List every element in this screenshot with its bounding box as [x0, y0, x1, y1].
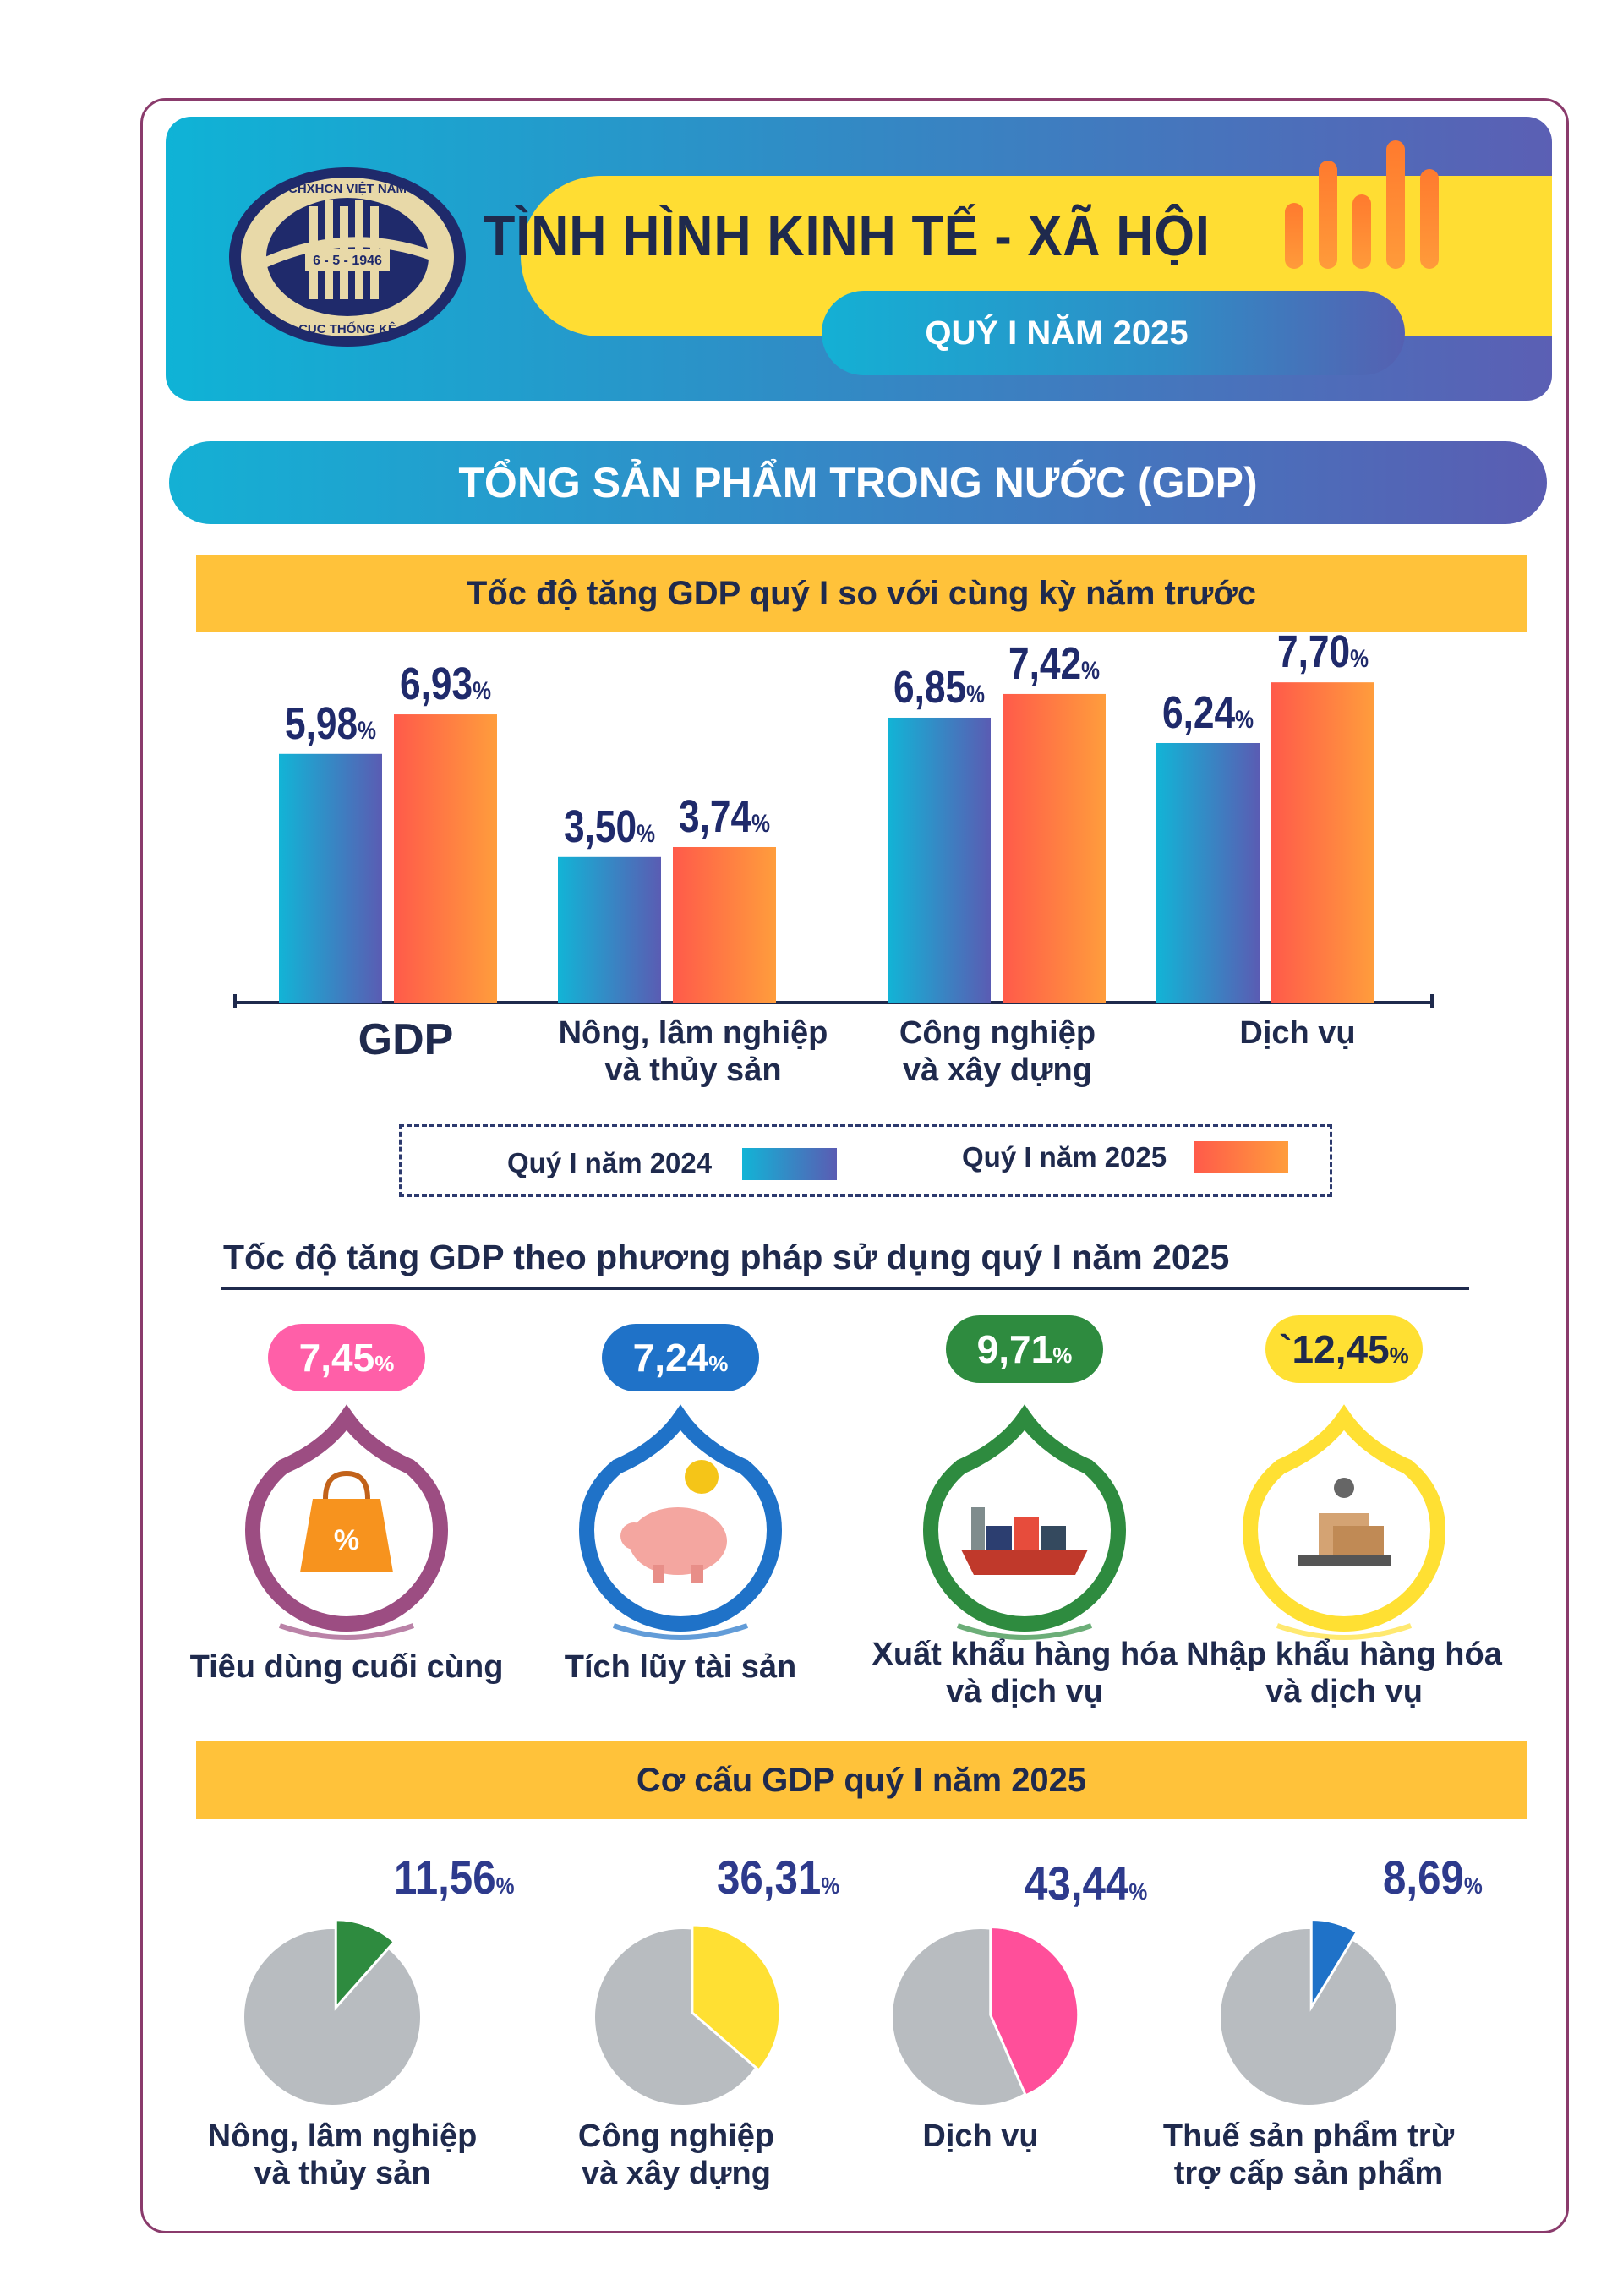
- pie-value-label: 8,69%: [1383, 1850, 1483, 1904]
- usage-category-label: Tiêu dùng cuối cùng: [189, 1649, 504, 1685]
- category-label: Công nghiệp và xây dựng: [899, 1015, 1096, 1088]
- category-label: Dịch vụ: [1239, 1015, 1356, 1051]
- usage-heading-underline: [221, 1287, 1469, 1290]
- usage-heading: Tốc độ tăng GDP theo phương pháp sử dụng…: [223, 1238, 1230, 1276]
- usage-category-label: Nhập khẩu hàng hóa và dịch vụ: [1186, 1637, 1502, 1709]
- page-frame: [140, 98, 1569, 2233]
- piggy-bank-icon: [578, 1404, 783, 1640]
- structure-heading: Cơ cấu GDP quý I năm 2025: [196, 1741, 1527, 1819]
- bar-chart-decoration-icon: [1285, 140, 1439, 269]
- quarter-pill: [822, 291, 1405, 375]
- svg-text:6 - 5 - 1946: 6 - 5 - 1946: [313, 254, 382, 268]
- legend-label-2025: Quý I năm 2025: [962, 1141, 1167, 1173]
- cargo-scale-icon: [1242, 1404, 1446, 1640]
- pie-value-label: 11,56%: [394, 1850, 515, 1904]
- svg-text:CỤC THỐNG KÊ: CỤC THỐNG KÊ: [298, 321, 396, 336]
- quarter-label: QUÝ I NĂM 2025: [925, 314, 1189, 352]
- legend-swatch-2025: [1194, 1141, 1288, 1173]
- category-label: GDP: [358, 1015, 454, 1064]
- legend-swatch-2024: [742, 1148, 837, 1180]
- pie-value-label: 43,44%: [1025, 1856, 1148, 1910]
- category-label: Nông, lâm nghiệp và thủy sản: [558, 1015, 828, 1088]
- usage-value-badge: 9,71%: [946, 1315, 1103, 1383]
- growth-chart-heading: Tốc độ tăng GDP quý I so với cùng kỳ năm…: [196, 555, 1527, 632]
- pie-category-label: Dịch vụ: [922, 2118, 1039, 2154]
- chart-legend: [399, 1124, 1332, 1197]
- svg-text:CHXHCN VIỆT NAM: CHXHCN VIỆT NAM: [288, 181, 407, 196]
- pie-value-label: 36,31%: [717, 1850, 840, 1904]
- usage-value-badge: 7,24%: [602, 1324, 759, 1391]
- pie-category-label: Thuế sản phẩm trừ trợ cấp sản phẩm: [1162, 2118, 1455, 2191]
- usage-category-label: Xuất khẩu hàng hóa và dịch vụ: [872, 1637, 1178, 1709]
- svg-text:%: %: [334, 1524, 359, 1556]
- section-title: TỔNG SẢN PHẨM TRONG NƯỚC (GDP): [169, 441, 1547, 524]
- logo-seal-icon: 6 - 5 - 1946 CHXHCN VIỆT NAM CỤC THỐNG K…: [229, 167, 466, 347]
- legend-label-2024: Quý I năm 2024: [507, 1147, 713, 1178]
- pie-category-label: Nông, lâm nghiệp và thủy sản: [207, 2118, 478, 2191]
- usage-value-badge: `12,45%: [1265, 1315, 1423, 1383]
- cargo-ship-icon: [922, 1404, 1127, 1640]
- pie-category-label: Công nghiệp và xây dựng: [577, 2118, 775, 2191]
- shopping-bag-icon: %: [244, 1404, 449, 1640]
- usage-value-badge: 7,45%: [268, 1324, 425, 1391]
- page-title: TÌNH HÌNH KINH TẾ - XÃ HỘI: [484, 204, 1210, 268]
- usage-category-label: Tích lũy tài sản: [564, 1649, 797, 1685]
